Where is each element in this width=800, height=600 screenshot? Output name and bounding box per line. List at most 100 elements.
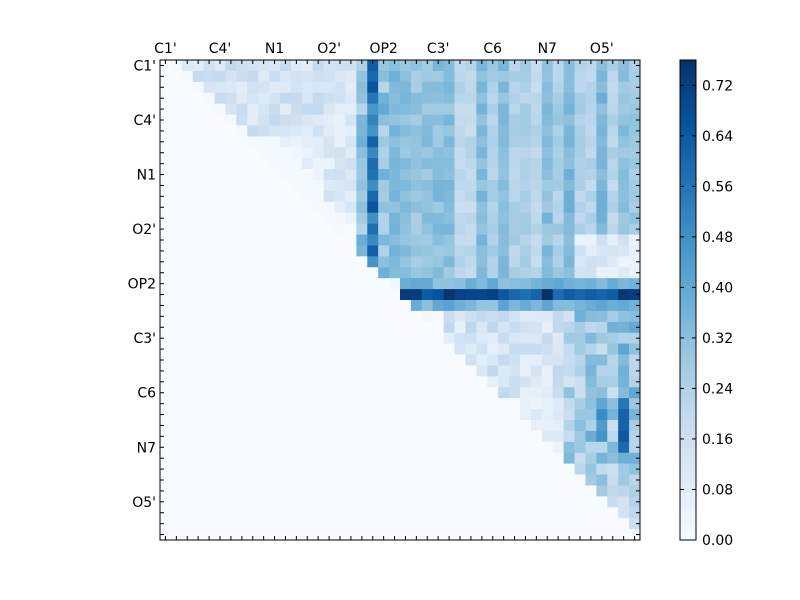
heatmap-cell	[596, 147, 608, 159]
heatmap-cell	[563, 452, 575, 464]
heatmap-cell	[301, 321, 314, 334]
heatmap-cell	[160, 321, 172, 334]
heatmap-cell	[203, 81, 215, 94]
heatmap-cell	[225, 136, 237, 148]
heatmap-cell	[618, 507, 630, 519]
heatmap-cell	[269, 212, 281, 224]
heatmap-cell	[607, 321, 619, 334]
heatmap-cell	[356, 245, 368, 257]
heatmap-cell	[323, 496, 335, 508]
heatmap-cell	[607, 507, 619, 519]
heatmap-cell	[443, 332, 455, 344]
heatmap-cell	[203, 474, 215, 486]
heatmap-cell	[443, 169, 455, 181]
heatmap-cell	[498, 529, 510, 541]
heatmap-cell	[563, 332, 575, 344]
heatmap-cell	[192, 321, 204, 334]
heatmap-cell	[356, 81, 368, 94]
heatmap-cell	[410, 256, 423, 268]
heatmap-cell	[443, 180, 455, 192]
heatmap-cell	[258, 354, 270, 366]
heatmap-cell	[607, 201, 619, 214]
heatmap-cell	[323, 463, 335, 475]
heatmap-cell	[203, 289, 215, 301]
heatmap-cell	[192, 430, 204, 443]
heatmap-cell	[465, 212, 477, 224]
heatmap-cell	[334, 169, 346, 181]
heatmap-cell	[170, 332, 183, 344]
heatmap-cell	[454, 92, 466, 104]
heatmap-cell	[410, 332, 423, 344]
heatmap-cell	[498, 223, 510, 235]
heatmap-cell	[443, 158, 455, 170]
heatmap-cell	[269, 267, 281, 279]
heatmap-cell	[312, 452, 324, 464]
heatmap-cell	[203, 529, 215, 541]
heatmap-cell	[498, 190, 510, 203]
heatmap-cell	[552, 529, 564, 541]
heatmap-cell	[520, 180, 532, 192]
heatmap-cell	[214, 365, 226, 377]
heatmap-cell	[421, 60, 434, 72]
heatmap-cell	[247, 169, 259, 181]
heatmap-cell	[290, 387, 303, 399]
heatmap-cell	[585, 452, 597, 464]
heatmap-cell	[367, 180, 379, 192]
heatmap-cell	[596, 387, 608, 399]
heatmap-cell	[596, 518, 608, 530]
heatmap-cell	[509, 529, 521, 541]
heatmap-cell	[323, 70, 335, 83]
heatmap-cell	[487, 245, 499, 257]
heatmap-cell	[476, 125, 488, 137]
heatmap-cell	[530, 223, 543, 235]
heatmap-cell	[345, 103, 357, 115]
heatmap-cell	[563, 212, 575, 224]
heatmap-cell	[170, 420, 183, 432]
heatmap-cell	[552, 365, 564, 377]
heatmap-cell	[280, 441, 292, 454]
heatmap-cell	[312, 125, 324, 137]
heatmap-cell	[585, 289, 597, 301]
heatmap-cell	[356, 398, 368, 410]
heatmap-cell	[563, 354, 575, 366]
heatmap-cell	[225, 92, 237, 104]
heatmap-cell	[323, 212, 335, 224]
heatmap-cell	[214, 485, 226, 497]
heatmap-cell	[356, 474, 368, 486]
heatmap-cell	[225, 147, 237, 159]
heatmap-cell	[170, 212, 183, 224]
heatmap-cell	[563, 409, 575, 421]
heatmap-cell	[301, 343, 314, 355]
heatmap-cell	[410, 365, 423, 377]
heatmap-cell	[312, 190, 324, 203]
heatmap-cell	[476, 223, 488, 235]
heatmap-cell	[160, 136, 172, 148]
heatmap-cell	[247, 463, 259, 475]
heatmap-cell	[290, 125, 303, 137]
heatmap-cell	[323, 103, 335, 115]
heatmap-cell	[520, 354, 532, 366]
heatmap-cell	[574, 365, 586, 377]
heatmap-cell	[596, 212, 608, 224]
heatmap-cell	[443, 343, 455, 355]
heatmap-cell	[290, 300, 303, 312]
heatmap-cell	[160, 452, 172, 464]
heatmap-cell	[607, 289, 619, 301]
colorbar-ticks: 0.000.080.160.240.320.400.480.560.640.72	[680, 78, 733, 549]
heatmap-cell	[498, 136, 510, 148]
heatmap-cell	[563, 103, 575, 115]
heatmap-cell	[301, 332, 314, 344]
heatmap-cell	[607, 60, 619, 72]
heatmap-cell	[192, 158, 204, 170]
heatmap-cell	[400, 267, 412, 279]
heatmap-cell	[280, 234, 292, 246]
heatmap-cell	[574, 60, 586, 72]
heatmap-cell	[214, 147, 226, 159]
heatmap-cell	[301, 201, 314, 214]
heatmap-cell	[214, 190, 226, 203]
heatmap-cell	[312, 529, 324, 541]
heatmap-cell	[541, 267, 554, 279]
heatmap-cell	[400, 212, 412, 224]
heatmap-cell	[378, 289, 390, 301]
heatmap-cell	[367, 70, 379, 83]
